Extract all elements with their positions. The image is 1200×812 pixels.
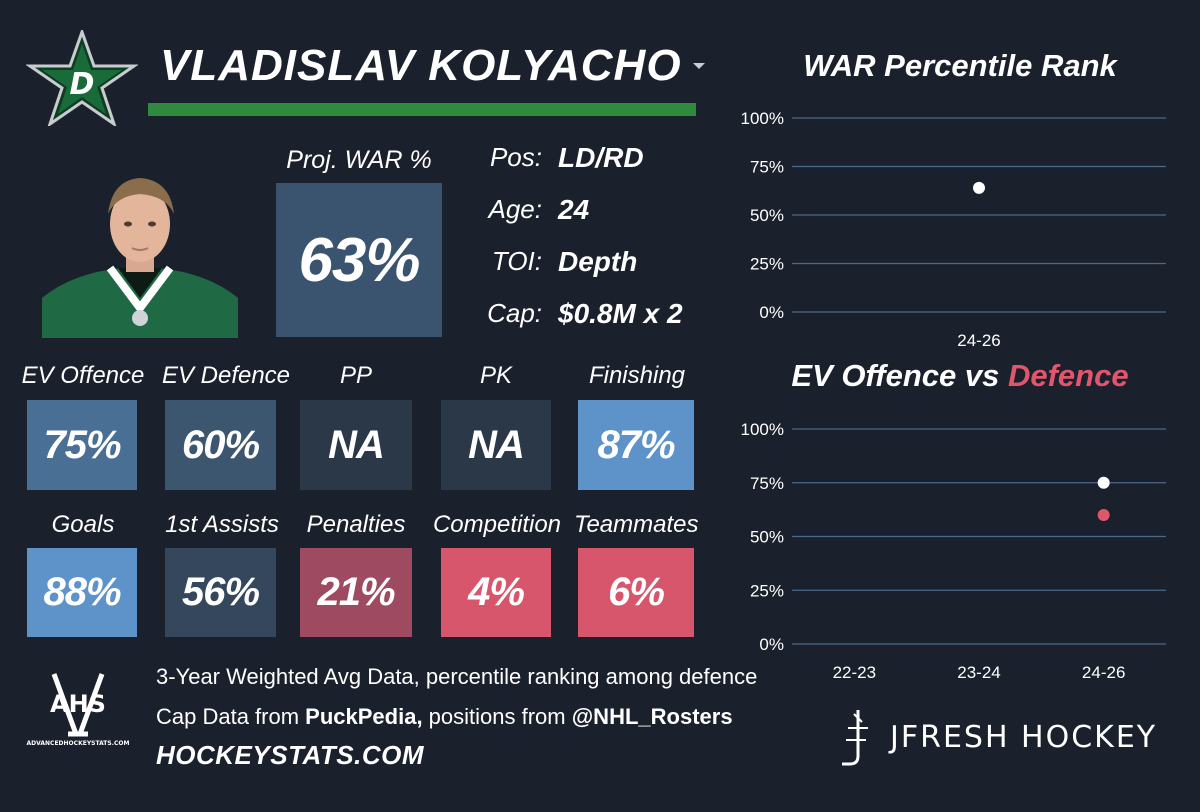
chart-1-y-tick-label: 100% [741, 109, 784, 128]
chart-1-y-tick-label: 25% [750, 255, 784, 274]
chart-2-y-tick-label: 25% [750, 581, 784, 600]
chart-2-point-series-1 [1097, 509, 1110, 521]
info-key-cap: Cap: [487, 298, 542, 328]
footer-line-2-prefix: Cap Data from [156, 704, 306, 729]
chart-2-y-tick-label: 100% [741, 420, 784, 439]
war-percentile-chart: 100% 75% 50% 25% 0% 24-26 [741, 109, 1166, 350]
jfresh-stick-icon [842, 710, 868, 766]
tile-pk: NA [441, 400, 551, 490]
tile-label-goals: Goals [51, 511, 115, 538]
player-photo [42, 168, 238, 338]
team-logo: D [25, 27, 139, 128]
chart-2-y-tick-label: 50% [750, 528, 784, 547]
tile-goals: 88% [27, 548, 137, 637]
tile-label-penalties: Penalties [306, 511, 406, 538]
tile-finishing: 87% [578, 400, 694, 490]
chart-1-y-tick-label: 75% [750, 158, 784, 177]
chart-2-point-series-0 [1097, 476, 1110, 489]
proj-war-tile: 63% [276, 183, 442, 337]
tile-label-teammates: Teammates [574, 511, 699, 538]
ev-offence-defence-chart: 100% 75% 50% 25% 0% 22-23 23-24 24-26 [741, 420, 1166, 682]
chart-2-x-tick-label: 23-24 [957, 663, 1000, 682]
tile-label-pk: PK [479, 362, 512, 389]
svg-text:D: D [70, 67, 95, 102]
tile-pp: NA [300, 400, 412, 490]
tile-penalties: 21% [300, 548, 412, 637]
chart-2-title-part2: Defence [1007, 358, 1129, 393]
chart-2-title: EV Offence vs Defence [770, 358, 1150, 394]
jfresh-text: JFRESH HOCKEY [890, 720, 1158, 755]
player-info: Pos: LD/RD Age: 24 TOI: Depth Cap: $0.8M… [470, 142, 700, 342]
footer-line-1: 3-Year Weighted Avg Data, percentile ran… [156, 664, 758, 689]
tile-ev-defence: 60% [165, 400, 276, 490]
puckpedia-link[interactable]: PuckPedia, [305, 704, 423, 729]
nhl-rosters-link[interactable]: @NHL_Rosters [571, 704, 733, 729]
tile-competition: 4% [441, 548, 551, 637]
info-value-toi: Depth [558, 246, 638, 277]
tile-label-1st-assists: 1st Assists [165, 511, 279, 538]
ahs-logo-subtext: ADVANCEDHOCKEYSTATS.COM [26, 740, 130, 747]
info-value-age: 24 [558, 194, 590, 225]
ahs-logo: AHS ADVANCEDHOCKEYSTATS.COM [27, 668, 129, 768]
info-value-cap: $0.8M x 2 [558, 298, 683, 329]
footer-line-2-mid: positions from [422, 704, 572, 729]
tile-ev-offence: 75% [27, 400, 137, 490]
tile-label-ev-defence: EV Defence [161, 362, 291, 389]
tile-label-ev-offence: EV Offence [21, 362, 145, 389]
player-name: VLADISLAV KOLYACHO [160, 41, 682, 90]
tile-label-finishing: Finishing [588, 362, 686, 389]
tile-label-competition: Competition [432, 511, 562, 538]
chart-1-y-tick-label: 50% [750, 206, 784, 225]
tile-label-pp: PP [339, 362, 372, 389]
chart-2-y-tick-label: 0% [759, 635, 784, 654]
team-color-bar [148, 103, 696, 116]
tile-teammates: 6% [578, 548, 694, 637]
chart-1-x-tick-label: 24-26 [957, 331, 1000, 350]
proj-war-label: Proj. WAR % [286, 146, 432, 174]
tile-1st-assists: 56% [165, 548, 276, 637]
ahs-logo-text: AHS [50, 690, 106, 718]
info-key-age: Age: [488, 194, 543, 224]
info-key-toi: TOI: [491, 246, 542, 276]
chart-1-y-tick-label: 0% [759, 303, 784, 322]
info-key-pos: Pos: [489, 142, 542, 172]
chart-2-y-tick-label: 75% [750, 474, 784, 493]
chevron-down-icon[interactable] [693, 63, 705, 69]
hockeystats-link[interactable]: HOCKEYSTATS.COM [156, 740, 424, 770]
jfresh-logo: JFRESH HOCKEY [836, 706, 1186, 772]
chart-2-x-tick-label: 24-26 [1082, 663, 1125, 682]
chart-1-title: WAR Percentile Rank [803, 48, 1117, 83]
info-value-pos: LD/RD [558, 142, 644, 173]
chart-2-title-part1: EV Offence vs [791, 358, 1008, 393]
chart-2-x-tick-label: 22-23 [833, 663, 876, 682]
chart-1-point-series-0 [973, 181, 985, 194]
footer-line-2: Cap Data from PuckPedia, positions from … [156, 704, 733, 730]
